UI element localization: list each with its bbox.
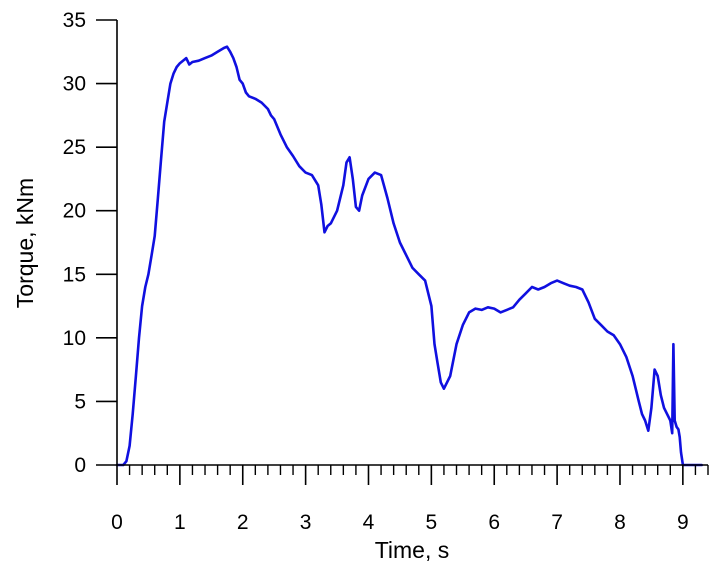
x-tick-label: 9 [677,511,689,534]
x-tick-label: 4 [363,511,375,534]
x-axis-title: Time, s [375,537,450,563]
x-tick-label: 6 [488,511,500,534]
y-tick-label: 35 [63,9,86,32]
x-tick-label: 0 [111,511,123,534]
y-tick-label: 15 [63,263,86,286]
y-axis-title: Torque, kNm [12,178,38,308]
x-tick-label: 7 [551,511,563,534]
y-axis: 0 5 10 15 20 25 30 35 [63,9,118,477]
y-tick-label: 0 [74,454,86,477]
x-tick-label: 8 [614,511,626,534]
y-tick-label: 10 [63,327,86,350]
y-tick-label: 5 [74,390,86,413]
y-tick-label: 30 [63,73,86,96]
x-tick-label: 3 [300,511,312,534]
y-tick-label: 20 [63,200,86,223]
y-tick-label: 25 [63,136,86,159]
x-tick-label: 2 [237,511,249,534]
x-axis: 0 1 2 3 4 5 6 7 8 9 [111,464,709,534]
plot-line-group [115,45,703,467]
x-tick-label: 1 [174,511,186,534]
x-tick-label: 5 [426,511,438,534]
torque-series-line [115,45,703,467]
